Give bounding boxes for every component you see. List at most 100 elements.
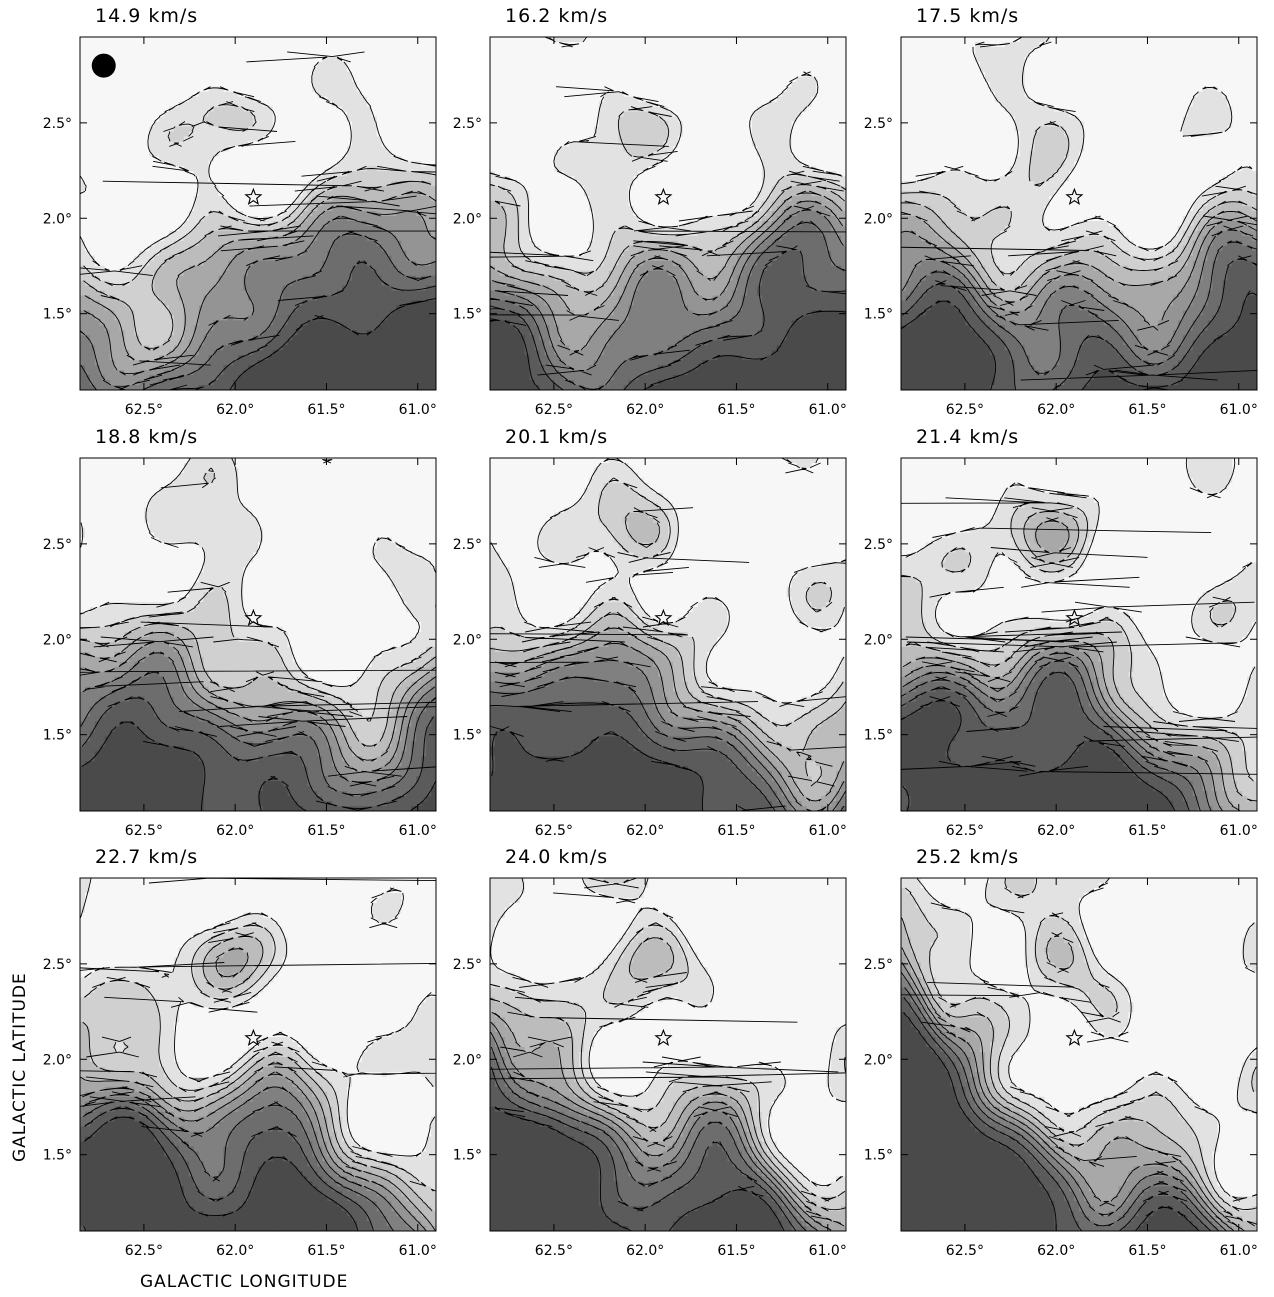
contour-fill-cell bbox=[258, 320, 264, 326]
contour-fill-cell bbox=[431, 71, 436, 78]
contour-fill-cell bbox=[223, 245, 229, 252]
contour-fill-cell bbox=[253, 335, 259, 341]
contour-fill-cell bbox=[203, 101, 210, 108]
contour-fill-cell bbox=[238, 310, 244, 317]
contour-fill-cell bbox=[327, 225, 333, 232]
contour-fill-cell bbox=[337, 151, 343, 157]
contour-fill-cell bbox=[228, 81, 234, 88]
contour-fill-cell bbox=[183, 156, 190, 162]
contour-fill-cell bbox=[129, 71, 135, 78]
contour-fill-cell bbox=[312, 146, 318, 152]
contour-fill-cell bbox=[129, 191, 135, 197]
contour-fill-cell bbox=[134, 345, 140, 351]
contour-fill-cell bbox=[99, 360, 106, 366]
contour-fill-cell bbox=[292, 61, 299, 68]
contour-fill-cell bbox=[406, 320, 412, 326]
contour-fill-cell bbox=[104, 270, 111, 277]
contour-fill-cell bbox=[144, 136, 150, 143]
contour-fill-cell bbox=[89, 201, 96, 207]
contour-fill-cell bbox=[208, 126, 215, 133]
contour-fill-cell bbox=[109, 161, 116, 167]
contour-fill-cell bbox=[287, 51, 294, 58]
contour-fill-cell bbox=[84, 350, 91, 356]
contour-fill-cell bbox=[193, 310, 200, 317]
contour-fill-cell bbox=[258, 305, 264, 312]
contour-fill-cell bbox=[134, 250, 140, 257]
contour-fill-cell bbox=[173, 146, 180, 152]
contour-fill-cell bbox=[89, 310, 96, 317]
contour-fill-cell bbox=[272, 365, 279, 371]
contour-fill-cell bbox=[248, 101, 254, 108]
contour-fill-cell bbox=[124, 290, 131, 297]
contour-fill-cell bbox=[119, 116, 126, 123]
contour-fill-cell bbox=[366, 176, 373, 182]
contour-fill-cell bbox=[411, 91, 417, 98]
contour-fill-cell bbox=[431, 215, 436, 222]
contour-fill-cell bbox=[238, 76, 244, 83]
contour-fill-cell bbox=[183, 171, 190, 177]
contour-fill-cell bbox=[431, 146, 436, 152]
contour-fill-cell bbox=[89, 265, 96, 272]
contour-fill-cell bbox=[178, 196, 185, 202]
contour-fill-cell bbox=[292, 300, 299, 307]
contour-fill-cell bbox=[183, 37, 190, 43]
contour-fill-cell bbox=[386, 340, 393, 346]
contour-fill-cell bbox=[371, 275, 378, 282]
contour-fill-cell bbox=[164, 96, 170, 103]
contour-fill-cell bbox=[233, 51, 239, 58]
contour-fill-cell bbox=[258, 186, 264, 192]
contour-fill-cell bbox=[183, 76, 190, 83]
contour-fill-cell bbox=[416, 340, 422, 346]
contour-fill-cell bbox=[188, 211, 195, 217]
contour-fill-cell bbox=[119, 37, 126, 43]
contour-fill-cell bbox=[361, 111, 368, 118]
contour-fill-cell bbox=[282, 111, 289, 118]
contour-fill-cell bbox=[84, 121, 91, 128]
contour-fill-cell bbox=[317, 46, 323, 53]
contour-fill-cell bbox=[238, 196, 244, 202]
contour-fill-cell bbox=[406, 250, 412, 257]
contour-fill-cell bbox=[381, 146, 388, 152]
contour-fill-cell bbox=[154, 86, 160, 93]
contour-fill-cell bbox=[272, 66, 279, 73]
contour-fill-cell bbox=[431, 201, 436, 207]
contour-fill-cell bbox=[89, 230, 96, 237]
contour-fill-cell bbox=[99, 101, 106, 108]
contour-fill-cell bbox=[272, 206, 279, 212]
contour-fill-cell bbox=[292, 196, 299, 202]
contour-fill-cell bbox=[243, 325, 249, 331]
contour-fill-cell bbox=[327, 230, 333, 237]
contour-fill-cell bbox=[416, 131, 422, 138]
contour-fill-cell bbox=[193, 71, 200, 78]
contour-fill-cell bbox=[391, 245, 398, 252]
contour-fill-cell bbox=[84, 71, 91, 78]
contour-fill-cell bbox=[203, 46, 210, 53]
contour-fill-cell bbox=[361, 126, 368, 133]
contour-fill-cell bbox=[223, 360, 229, 366]
contour-fill-cell bbox=[134, 310, 140, 317]
contour-fill-cell bbox=[386, 191, 393, 197]
contour-fill-cell bbox=[203, 116, 210, 123]
contour-fill-cell bbox=[287, 141, 294, 147]
contour-fill-cell bbox=[109, 265, 116, 272]
contour-fill-cell bbox=[238, 250, 244, 257]
contour-fill-cell bbox=[149, 171, 155, 177]
contour-fill-cell bbox=[109, 141, 116, 147]
contour-fill-cell bbox=[233, 166, 239, 172]
contour-fill-cell bbox=[302, 121, 309, 128]
contour-fill-cell bbox=[173, 285, 180, 292]
contour-fill-cell bbox=[119, 355, 126, 361]
contour-fill-cell bbox=[129, 325, 135, 331]
contour-fill-cell bbox=[371, 161, 378, 167]
contour-fill-cell bbox=[307, 340, 313, 346]
contour-fill-cell bbox=[104, 325, 111, 331]
contour-fill-cell bbox=[208, 111, 215, 118]
contour-fill-cell bbox=[258, 225, 264, 232]
contour-fill-cell bbox=[119, 156, 126, 162]
contour-fill-cell bbox=[356, 340, 363, 346]
contour-fill-cell bbox=[228, 86, 234, 93]
contour-fill-cell bbox=[149, 96, 155, 103]
contour-fill-cell bbox=[233, 220, 239, 227]
contour-fill-cell bbox=[238, 320, 244, 326]
contour-fill-cell bbox=[416, 96, 422, 103]
